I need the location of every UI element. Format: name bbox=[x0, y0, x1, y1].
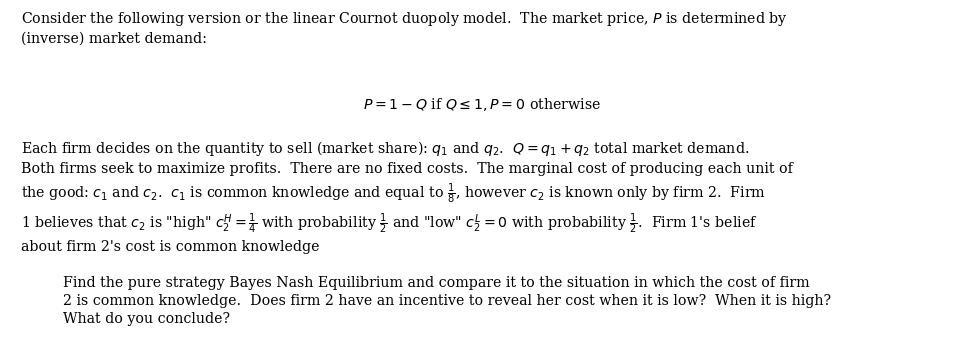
Text: $P = 1 - Q$ if $Q \leq 1, P = 0$ otherwise: $P = 1 - Q$ if $Q \leq 1, P = 0$ otherwi… bbox=[362, 96, 601, 113]
Text: Consider the following version or the linear Cournot duopoly model.  The market : Consider the following version or the li… bbox=[21, 10, 788, 46]
Text: Find the pure strategy Bayes Nash Equilibrium and compare it to the situation in: Find the pure strategy Bayes Nash Equili… bbox=[63, 276, 831, 326]
Text: Each firm decides on the quantity to sell (market share): $q_1$ and $q_2$.  $Q =: Each firm decides on the quantity to sel… bbox=[21, 139, 794, 254]
